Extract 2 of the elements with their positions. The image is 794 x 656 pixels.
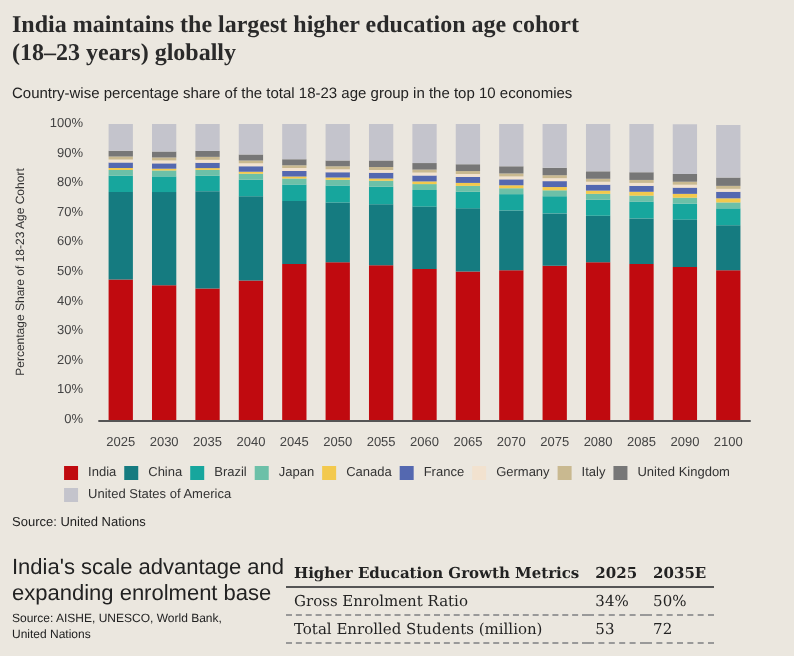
text: India's scale advantage and expanding enrolment base	[12, 556, 287, 608]
chart-title: India maintains the largest higher education age cohort (18–23 years) globally	[12, 10, 581, 66]
